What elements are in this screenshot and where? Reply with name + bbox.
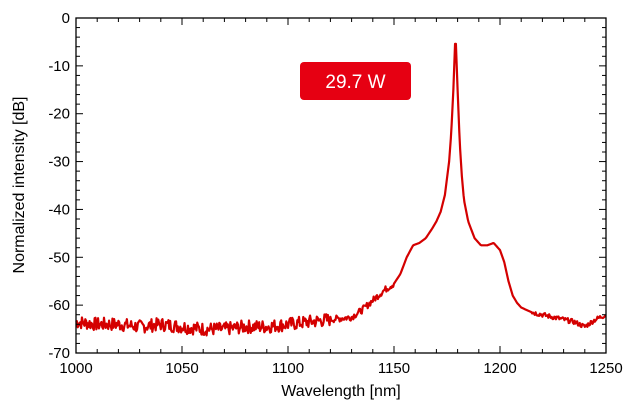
- y-tick-label: -60: [48, 297, 70, 314]
- x-tick-label: 1000: [59, 360, 92, 377]
- y-tick-label: -70: [48, 345, 70, 362]
- plot-marks: [75, 42, 607, 337]
- x-tick-label: 1100: [272, 360, 304, 377]
- x-tick-label: 1150: [378, 360, 410, 377]
- x-axis-label: Wavelength [nm]: [281, 383, 400, 400]
- axis-ticks: [75, 17, 607, 354]
- plot-frame: [75, 17, 607, 354]
- y-tick-label: 0: [62, 10, 70, 27]
- y-tick-labels: 0 -10 -20 -30 -40 -50 -60 -70: [48, 10, 70, 362]
- x-tick-labels: 1000 1050 1100 1150 1200 1250: [59, 360, 622, 377]
- y-tick-label: -40: [48, 201, 70, 218]
- x-tick-label: 1050: [165, 360, 198, 377]
- y-axis-label: Normalized intensity [dB]: [11, 97, 28, 274]
- power-badge: 29.7 W: [300, 62, 411, 100]
- x-tick-label: 1200: [483, 360, 516, 377]
- series-line: [75, 42, 607, 337]
- y-tick-label: -10: [48, 58, 70, 75]
- y-tick-label: -30: [48, 154, 70, 171]
- x-tick-label: 1250: [589, 360, 622, 377]
- power-badge-text: 29.7 W: [325, 72, 385, 93]
- y-tick-label: -20: [48, 106, 70, 123]
- power-badge-background: [300, 62, 411, 100]
- y-tick-label: -50: [48, 249, 70, 266]
